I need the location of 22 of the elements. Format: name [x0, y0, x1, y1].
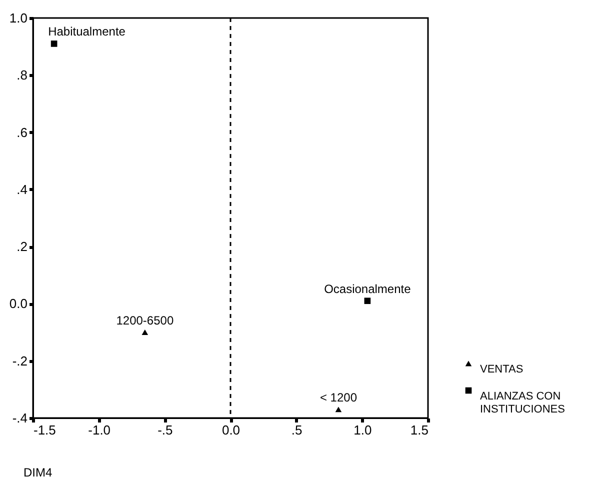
x-axis-title: DIM4 — [24, 466, 52, 480]
y-tick-label: 0.0 — [9, 296, 28, 312]
annotation: Ocasionalmente — [324, 282, 412, 296]
y-tick-label: .4 — [16, 182, 28, 197]
x-tick-label: .5 — [291, 422, 302, 438]
annotation: Habitualmente — [48, 24, 126, 39]
x-tick-label: 1.0 — [354, 422, 372, 438]
legend-label: VENTAS — [480, 364, 524, 376]
annotation: 1200-6500 — [116, 313, 174, 328]
x-tick-label: -.5 — [158, 422, 173, 438]
x-tick-label: -1.0 — [88, 422, 111, 438]
x-tick-label: -1.5 — [34, 422, 56, 438]
y-tick-label: .8 — [16, 68, 28, 83]
y-tick-label: -.4 — [12, 410, 28, 426]
x-tick-label: 0.0 — [222, 422, 240, 438]
y-tick-label: .2 — [16, 239, 28, 254]
annotation: < 1200 — [320, 390, 358, 404]
legend-label: ALIANZAS CON INSTITUCIONES — [480, 390, 565, 416]
y-tick-label: 1.0 — [9, 10, 28, 26]
y-tick-label: -.2 — [12, 353, 28, 368]
y-tick-label: .6 — [16, 124, 28, 140]
x-tick-label: 1.5 — [410, 422, 428, 438]
